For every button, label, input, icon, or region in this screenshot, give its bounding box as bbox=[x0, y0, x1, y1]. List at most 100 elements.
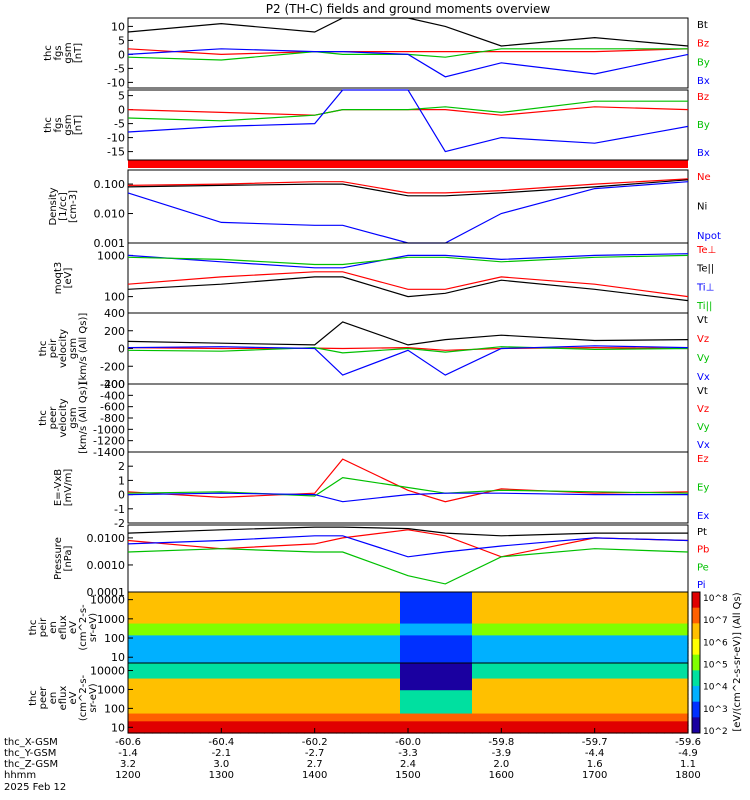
spectrogram-cell bbox=[544, 663, 553, 668]
spectrogram-cell bbox=[152, 623, 161, 629]
spectrogram-cell bbox=[400, 701, 409, 707]
y-tick-label: 10 bbox=[111, 721, 125, 734]
spectrogram-cell bbox=[272, 643, 281, 648]
spectrogram-cell bbox=[320, 595, 329, 601]
spectrogram-cell bbox=[624, 666, 633, 672]
spectrogram-cell bbox=[664, 655, 673, 660]
spectrogram-cell bbox=[624, 619, 633, 625]
spectrogram-cell bbox=[200, 631, 209, 636]
spectrogram-cell bbox=[504, 678, 513, 684]
spectrogram-cell bbox=[464, 666, 473, 672]
legend-label: Bt bbox=[697, 20, 708, 31]
spectrogram-cell bbox=[520, 595, 529, 601]
spectrogram-cell bbox=[664, 663, 673, 668]
spectrogram-cell bbox=[144, 607, 153, 613]
spectrogram-cell bbox=[400, 619, 409, 625]
spectrogram-cell bbox=[320, 623, 329, 629]
spectrogram-cell bbox=[288, 631, 297, 636]
spectrogram-cell bbox=[568, 670, 577, 676]
spectrogram-cell bbox=[520, 659, 529, 664]
spectrogram-cell bbox=[144, 670, 153, 676]
spectrogram-cell bbox=[680, 659, 689, 664]
spectrogram-cell bbox=[224, 623, 233, 629]
spectrogram-cell bbox=[464, 663, 473, 668]
spectrogram-cell bbox=[568, 643, 577, 648]
spectrogram-cell bbox=[512, 709, 521, 715]
y-axis-label: moqt3 bbox=[53, 262, 64, 295]
spectrogram-cell bbox=[296, 647, 305, 652]
panel-frame bbox=[127, 17, 689, 89]
spectrogram-cell bbox=[368, 705, 377, 711]
spectrogram-cell bbox=[336, 611, 345, 617]
spectrogram-cell bbox=[664, 599, 673, 605]
spectrogram-cell bbox=[576, 615, 585, 621]
spectrogram-cell bbox=[376, 619, 385, 625]
spectrogram-cell bbox=[136, 643, 145, 648]
spectrogram-cell bbox=[160, 607, 169, 613]
spectrogram-cell bbox=[136, 639, 145, 644]
spectrogram-cell bbox=[448, 643, 457, 648]
spectrogram-cell bbox=[536, 659, 545, 664]
spectrogram-cell bbox=[344, 635, 353, 640]
spectrogram-cell bbox=[328, 682, 337, 687]
spectrogram-cell bbox=[304, 729, 313, 734]
spectrogram-cell bbox=[168, 592, 177, 597]
spectrogram-cell bbox=[192, 659, 201, 664]
spectrogram-cell bbox=[648, 623, 657, 629]
spectrogram-cell bbox=[376, 678, 385, 684]
spectrogram-cell bbox=[456, 615, 465, 621]
y-tick-label: 10 bbox=[111, 20, 125, 33]
spectrogram-cell bbox=[480, 729, 489, 734]
y-tick-label: 1000 bbox=[97, 249, 125, 262]
spectrogram-cell bbox=[536, 607, 545, 613]
spectrogram-cell bbox=[136, 694, 145, 699]
spectrogram-cell bbox=[360, 709, 369, 715]
spectrogram-cell bbox=[344, 725, 353, 730]
spectrogram-cell bbox=[464, 643, 473, 648]
spectrogram-cell bbox=[528, 611, 537, 617]
spectrogram-cell bbox=[552, 709, 561, 715]
spectrogram-cell bbox=[344, 670, 353, 676]
spectrogram-cell bbox=[632, 701, 641, 707]
spectrogram-cell bbox=[144, 690, 153, 695]
spectrogram-cell bbox=[464, 705, 473, 711]
spectrogram-cell bbox=[528, 709, 537, 715]
spectrogram-cell bbox=[536, 701, 545, 707]
spectrogram-cell bbox=[568, 655, 577, 660]
spectrogram-cell bbox=[344, 599, 353, 605]
spectrogram-cell bbox=[656, 721, 665, 726]
spectrogram-cell bbox=[448, 659, 457, 664]
spectrogram-cell bbox=[144, 666, 153, 672]
spectrogram-cell bbox=[512, 659, 521, 664]
spectrogram-cell bbox=[280, 647, 289, 652]
spectrogram-cell bbox=[344, 690, 353, 695]
y-tick-label: 0 bbox=[118, 489, 125, 502]
spectrogram-cell bbox=[136, 611, 145, 617]
spectrogram-cell bbox=[456, 682, 465, 687]
spectrogram-cell bbox=[152, 655, 161, 660]
spectrogram-cell bbox=[248, 603, 257, 609]
spectrogram-cell bbox=[168, 619, 177, 625]
spectrogram-cell bbox=[352, 686, 361, 691]
spectrogram-cell bbox=[528, 615, 537, 621]
y-tick-label: -10 bbox=[107, 76, 125, 89]
spectrogram-cell bbox=[400, 686, 409, 691]
spectrogram-cell bbox=[360, 631, 369, 636]
spectrogram-cell bbox=[128, 599, 137, 605]
spectrogram-cell bbox=[232, 631, 241, 636]
spectrogram-cell bbox=[280, 701, 289, 707]
spectrogram-cell bbox=[160, 647, 169, 652]
spectrogram-cell bbox=[640, 705, 649, 711]
spectrogram-cell bbox=[656, 647, 665, 652]
spectrogram-cell bbox=[160, 635, 169, 640]
spectrogram-cell bbox=[584, 729, 593, 734]
spectrogram-cell bbox=[448, 615, 457, 621]
spectrogram-cell bbox=[616, 599, 625, 605]
spectrogram-cell bbox=[200, 651, 209, 656]
spectrogram-cell bbox=[632, 705, 641, 711]
spectrogram-cell bbox=[152, 639, 161, 644]
spectrogram-cell bbox=[232, 686, 241, 691]
spectrogram-cell bbox=[376, 603, 385, 609]
spectrogram-cell bbox=[576, 729, 585, 734]
